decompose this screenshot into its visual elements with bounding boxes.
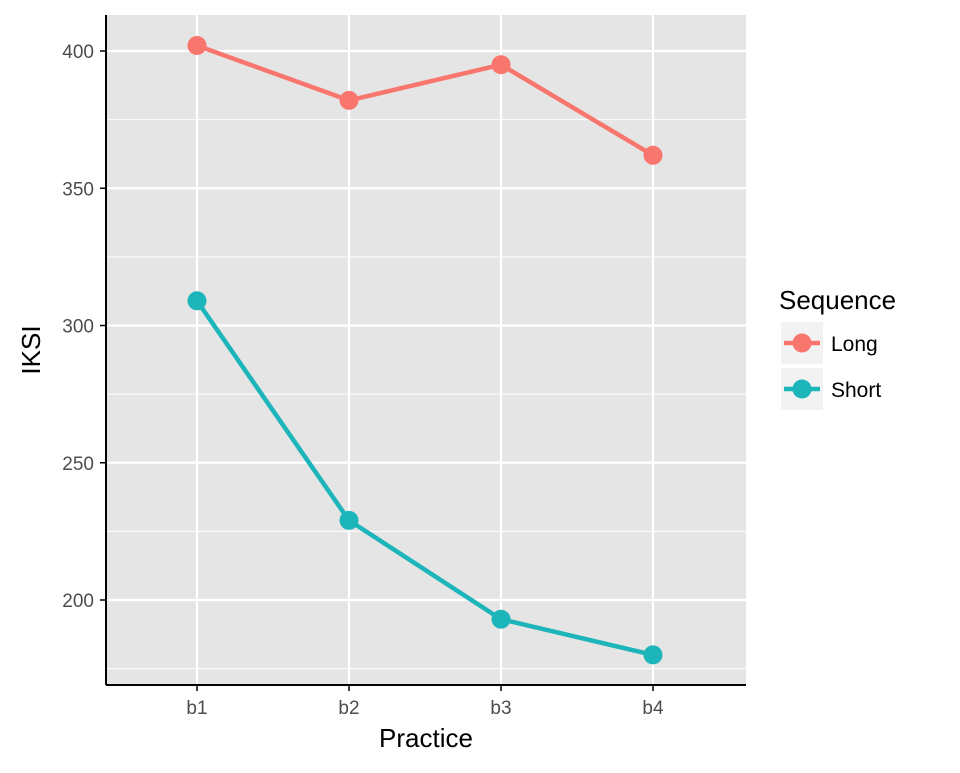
- series-lines: [195, 43, 655, 658]
- series-points: [187, 36, 663, 665]
- y-tick-label: 200: [62, 591, 94, 612]
- minor-gridlines: [106, 119, 746, 670]
- data-point-short: [339, 510, 359, 530]
- series-line-long: [196, 43, 655, 158]
- plot-panel: [106, 15, 746, 685]
- legend-marker-short: [792, 379, 812, 399]
- data-point-short: [491, 609, 511, 629]
- data-point-long: [339, 90, 359, 110]
- series-line-short: [195, 299, 654, 658]
- y-axis-ticks: 200 250 300 350 400: [62, 42, 106, 612]
- legend: Sequence Long Short: [779, 285, 896, 410]
- y-tick-label: 250: [62, 454, 94, 475]
- y-tick-label: 300: [62, 317, 94, 338]
- x-axis-ticks: b1 b2 b3 b4: [186, 685, 664, 719]
- y-axis-title: IKSI: [16, 325, 46, 374]
- x-axis-title: Practice: [379, 723, 473, 753]
- x-tick-label: b3: [490, 698, 511, 719]
- legend-marker-long: [792, 333, 812, 353]
- y-tick-label: 350: [62, 179, 94, 200]
- legend-label-long: Long: [831, 333, 878, 356]
- data-point-long: [643, 145, 663, 165]
- x-tick-label: b4: [642, 698, 664, 719]
- data-point-long: [187, 36, 207, 56]
- data-point-short: [187, 291, 207, 311]
- data-point-short: [643, 645, 663, 665]
- y-tick-label: 400: [62, 42, 94, 63]
- major-gridlines: [106, 15, 746, 685]
- x-tick-label: b1: [186, 698, 207, 719]
- data-point-long: [491, 55, 511, 75]
- x-tick-label: b2: [338, 698, 359, 719]
- legend-label-short: Short: [831, 379, 881, 402]
- legend-title: Sequence: [779, 285, 896, 315]
